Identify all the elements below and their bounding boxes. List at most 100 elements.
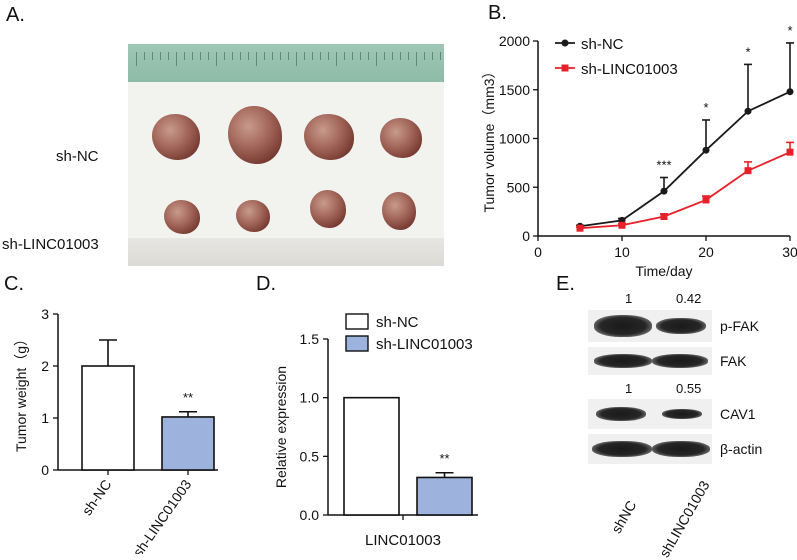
ruler-tick bbox=[184, 52, 185, 60]
ruler-tick bbox=[224, 52, 225, 60]
blot-label-cav1: CAV1 bbox=[720, 406, 756, 422]
ruler-tick bbox=[168, 52, 169, 60]
y-tick-label: 1 bbox=[41, 410, 49, 426]
ruler-tick bbox=[160, 52, 161, 60]
y-axis-label: Relative expression bbox=[273, 366, 289, 488]
significance-mark: * bbox=[787, 23, 792, 38]
tumor-kd-1 bbox=[164, 200, 200, 234]
ruler-tick bbox=[328, 52, 329, 60]
x-tick-label: 30 bbox=[782, 244, 797, 260]
blot-label-pfak: p-FAK bbox=[720, 318, 759, 334]
data-point bbox=[744, 107, 752, 115]
blot-label-actin: β-actin bbox=[720, 441, 763, 457]
ruler-tick bbox=[416, 52, 417, 66]
data-point bbox=[744, 167, 752, 175]
band-actin-kd bbox=[652, 441, 710, 457]
band-actin-nc bbox=[592, 441, 652, 457]
y-tick-label: 2 bbox=[41, 358, 49, 374]
ruler-tick bbox=[376, 52, 377, 66]
panel-d-label: D. bbox=[256, 273, 276, 295]
blot-value-cav1-nc: 1 bbox=[625, 381, 633, 396]
significance-mark: * bbox=[745, 44, 750, 59]
legend-marker bbox=[561, 64, 569, 72]
x-tick-label: 10 bbox=[614, 244, 630, 260]
relative-expression-chart: 0.0 0.5 1.0 1.5 Relative expression sh-NC sh-L… bbox=[273, 313, 478, 549]
ruler-tick bbox=[432, 52, 433, 60]
y-tick-label: 0.5 bbox=[300, 448, 320, 464]
panel-c-label: C. bbox=[4, 273, 24, 295]
tumor-weight-chart: 0 1 2 3 Tumor weight（g） sh-NC sh-LINC01003 ** bbox=[13, 306, 218, 554]
ruler-tick bbox=[200, 52, 201, 60]
series-line-2 bbox=[579, 151, 791, 230]
x-tick-label: 0 bbox=[534, 244, 542, 260]
data-point bbox=[660, 213, 668, 220]
legend-entry: sh-LINC01003 bbox=[376, 336, 473, 353]
legend-entry: sh-NC bbox=[581, 36, 624, 53]
blot-value-pfak-kd: 0.42 bbox=[676, 291, 702, 306]
ruler-tick bbox=[352, 52, 353, 60]
ruler-tick bbox=[408, 52, 409, 60]
bar bbox=[416, 476, 473, 516]
ruler-tick bbox=[296, 52, 297, 66]
significance-mark: * bbox=[703, 100, 708, 115]
y-tick-label: 0 bbox=[522, 228, 530, 244]
tumor-nc-4 bbox=[380, 118, 422, 158]
ruler-tick bbox=[368, 52, 369, 60]
data-point bbox=[618, 221, 626, 229]
ruler-tick bbox=[320, 52, 321, 60]
y-tick-label: 0 bbox=[41, 462, 49, 478]
ruler-tick bbox=[312, 52, 313, 60]
ruler-tick bbox=[240, 52, 241, 60]
ruler-tick bbox=[360, 52, 361, 60]
ruler-tick bbox=[152, 52, 153, 60]
series-line-1 bbox=[579, 90, 791, 228]
panel-b-label: B. bbox=[488, 2, 507, 24]
tumor-nc-3 bbox=[304, 114, 354, 160]
ruler-tick bbox=[216, 52, 217, 66]
tumor-kd-3 bbox=[310, 190, 346, 228]
tumor-kd-2 bbox=[236, 200, 270, 232]
ruler-tick bbox=[264, 52, 265, 60]
ruler-tick bbox=[392, 52, 393, 60]
data-point bbox=[702, 196, 710, 204]
x-tick-label: sh-NC bbox=[79, 477, 115, 519]
tumor-nc-1 bbox=[152, 114, 200, 160]
tumor-volume-chart: 0 500 1000 1500 2000 0 10 20 30 Time/day Tumor vol… bbox=[481, 23, 797, 279]
y-tick-label: 500 bbox=[507, 179, 531, 195]
y-tick-label: 1.0 bbox=[300, 390, 320, 406]
ruler-tick bbox=[384, 52, 385, 60]
photo-row-label-nc: sh-NC bbox=[56, 148, 99, 165]
blot-value-cav1-kd: 0.55 bbox=[676, 381, 702, 396]
legend-marker bbox=[561, 39, 569, 47]
ruler-tick bbox=[336, 52, 337, 66]
tumor-kd-4 bbox=[382, 192, 416, 230]
y-axis-label: Tumor volume（mm3） bbox=[481, 64, 497, 212]
data-point bbox=[576, 224, 584, 232]
y-tick-label: 0.0 bbox=[300, 507, 320, 523]
y-tick-label: 3 bbox=[41, 306, 49, 322]
bar bbox=[343, 396, 400, 516]
ruler-tick bbox=[280, 52, 281, 60]
ruler-tick bbox=[176, 52, 177, 66]
y-tick-label: 2000 bbox=[499, 33, 530, 49]
blot-actin bbox=[588, 434, 712, 464]
y-axis-label: Tumor weight（g） bbox=[13, 332, 29, 452]
band-cav1-kd bbox=[662, 409, 702, 419]
ruler-tick bbox=[232, 52, 233, 60]
ruler-tick bbox=[208, 52, 209, 60]
ruler-tick bbox=[248, 52, 249, 60]
significance-mark: *** bbox=[656, 158, 671, 173]
significance-mark: ** bbox=[183, 390, 193, 405]
bar bbox=[81, 365, 135, 471]
significance-mark: ** bbox=[439, 451, 449, 466]
photo-background-strip bbox=[128, 238, 444, 266]
ruler-tick bbox=[400, 52, 401, 60]
y-tick-label: 1500 bbox=[499, 82, 530, 98]
data-point bbox=[786, 148, 794, 156]
data-point bbox=[660, 187, 668, 195]
data-point bbox=[702, 146, 710, 154]
ruler-tick bbox=[256, 52, 257, 66]
panel-a-label: A. bbox=[6, 4, 25, 26]
x-axis-label: Time/day bbox=[635, 263, 692, 279]
